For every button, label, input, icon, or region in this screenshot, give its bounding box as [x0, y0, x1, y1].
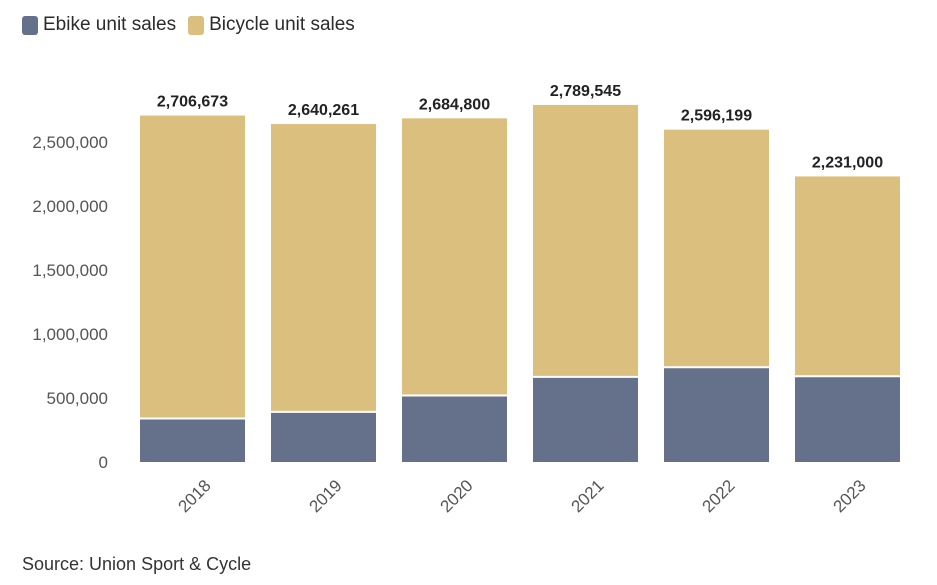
y-tick-label: 1,500,000	[32, 261, 108, 280]
bar-ebike	[402, 395, 507, 462]
x-tick-label: 2020	[437, 476, 477, 516]
total-data-label: 2,789,545	[550, 83, 621, 100]
legend-swatch-ebike	[22, 15, 38, 35]
bar-bicycle	[140, 115, 245, 419]
y-tick-label: 2,000,000	[32, 197, 108, 216]
legend-label-bicycle: Bicycle unit sales	[209, 14, 355, 35]
total-data-label: 2,706,673	[157, 94, 228, 111]
bar-bicycle	[664, 129, 769, 368]
x-tick-label: 2022	[699, 476, 739, 516]
legend-item-ebike: Ebike unit sales	[22, 14, 176, 36]
bar-bicycle	[795, 176, 900, 377]
x-tick-label: 2019	[306, 476, 346, 516]
legend-label-ebike: Ebike unit sales	[43, 14, 177, 35]
bar-ebike	[140, 418, 245, 462]
source-note: Source: Union Sport & Cycle	[22, 554, 252, 574]
y-tick-label: 0	[99, 453, 108, 472]
bar-ebike	[271, 411, 376, 462]
x-tick-label: 2023	[830, 476, 870, 516]
y-tick-label: 2,500,000	[32, 133, 108, 152]
total-data-label: 2,684,800	[419, 96, 490, 113]
chart-legend: Ebike unit sales Bicycle unit sales	[22, 14, 367, 36]
bar-ebike	[664, 367, 769, 462]
y-tick-label: 1,000,000	[32, 325, 108, 344]
bar-bicycle	[402, 118, 507, 396]
legend-item-bicycle: Bicycle unit sales	[188, 14, 355, 36]
total-data-label: 2,596,199	[681, 108, 752, 125]
y-tick-label: 500,000	[47, 389, 108, 408]
total-data-label: 2,231,000	[812, 154, 883, 171]
bar-ebike	[795, 376, 900, 462]
bar-bicycle	[271, 124, 376, 412]
total-data-label: 2,640,261	[288, 102, 359, 119]
x-tick-label: 2018	[175, 476, 215, 516]
legend-swatch-bicycle	[188, 15, 205, 35]
x-tick-label: 2021	[568, 476, 608, 516]
bar-bicycle	[533, 104, 638, 377]
bar-ebike	[533, 376, 638, 462]
